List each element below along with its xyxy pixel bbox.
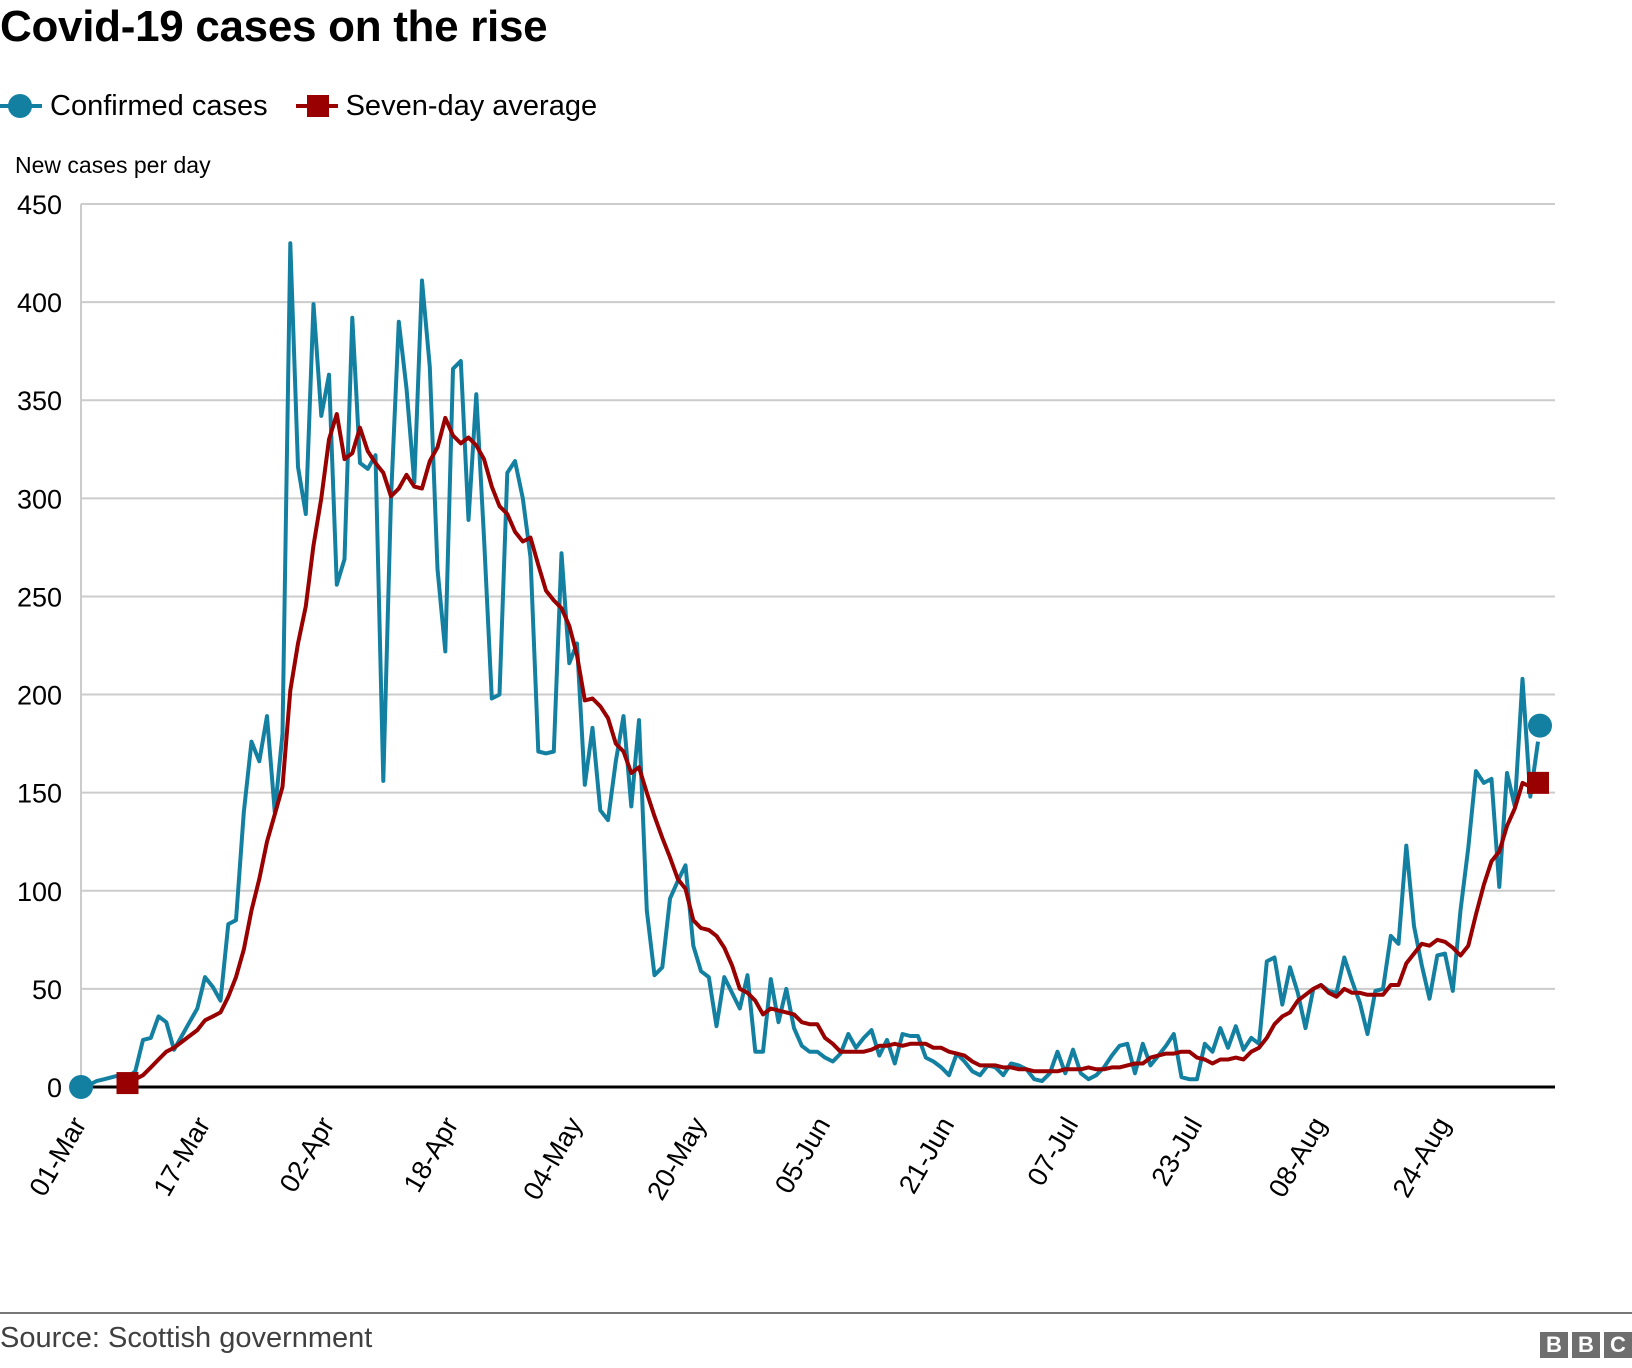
y-tick-label: 450 xyxy=(17,190,62,220)
start-marker-average xyxy=(116,1072,139,1095)
x-tick-label: 17-Mar xyxy=(147,1112,216,1201)
legend-item-confirmed: Confirmed cases xyxy=(0,90,268,123)
bbc-logo-letter: C xyxy=(1604,1332,1632,1358)
x-tick-label: 07-Jul xyxy=(1021,1112,1084,1191)
series-line-average xyxy=(126,412,1539,1085)
x-tick-label: 20-May xyxy=(641,1112,712,1205)
x-tick-label: 23-Jul xyxy=(1145,1112,1208,1191)
footer-divider xyxy=(0,1312,1632,1314)
end-marker-confirmed xyxy=(1528,713,1552,738)
x-tick-label: 18-Apr xyxy=(398,1112,465,1197)
circle-marker-icon xyxy=(0,91,42,121)
y-axis-label: New cases per day xyxy=(15,152,211,178)
bbc-logo-letter: B xyxy=(1540,1332,1568,1358)
x-tick-label: 08-Aug xyxy=(1263,1112,1333,1202)
y-tick-label: 50 xyxy=(32,975,62,1005)
line-chart: 0 50 100 150 200 250 300 350 400 450 01-Mar 17-Mar… xyxy=(17,190,1555,1205)
y-tick-label: 150 xyxy=(17,779,62,809)
bbc-logo: B B C xyxy=(1536,1332,1632,1358)
legend-item-average: Seven-day average xyxy=(295,89,598,123)
y-tick-label: 100 xyxy=(17,877,62,907)
x-tick-label: 21-Jun xyxy=(893,1112,960,1199)
series-line-confirmed xyxy=(80,241,1540,1089)
y-tick-label: 250 xyxy=(17,582,62,612)
y-tick-label: 350 xyxy=(17,386,62,416)
y-tick-label: 400 xyxy=(17,288,62,318)
x-tick-label: 04-May xyxy=(517,1112,588,1205)
legend: Confirmed cases Seven-day average xyxy=(0,86,625,126)
chart-title: Covid-19 cases on the rise xyxy=(0,2,548,51)
x-tick-label: 02-Apr xyxy=(274,1112,341,1197)
x-tick-label: 01-Mar xyxy=(23,1112,92,1201)
end-marker-average xyxy=(1527,771,1549,794)
bbc-logo-letter: B xyxy=(1572,1332,1600,1358)
x-tick-label: 24-Aug xyxy=(1387,1112,1457,1202)
legend-label-confirmed: Confirmed cases xyxy=(50,89,268,122)
start-marker-confirmed xyxy=(69,1075,93,1099)
y-tick-label: 0 xyxy=(47,1073,62,1103)
source-note: Source: Scottish government xyxy=(0,1322,373,1354)
y-tick-label: 300 xyxy=(17,484,62,514)
y-tick-label: 200 xyxy=(17,681,62,711)
square-marker-icon xyxy=(295,91,338,121)
legend-label-average: Seven-day average xyxy=(345,89,598,122)
x-tick-label: 05-Jun xyxy=(769,1112,836,1199)
